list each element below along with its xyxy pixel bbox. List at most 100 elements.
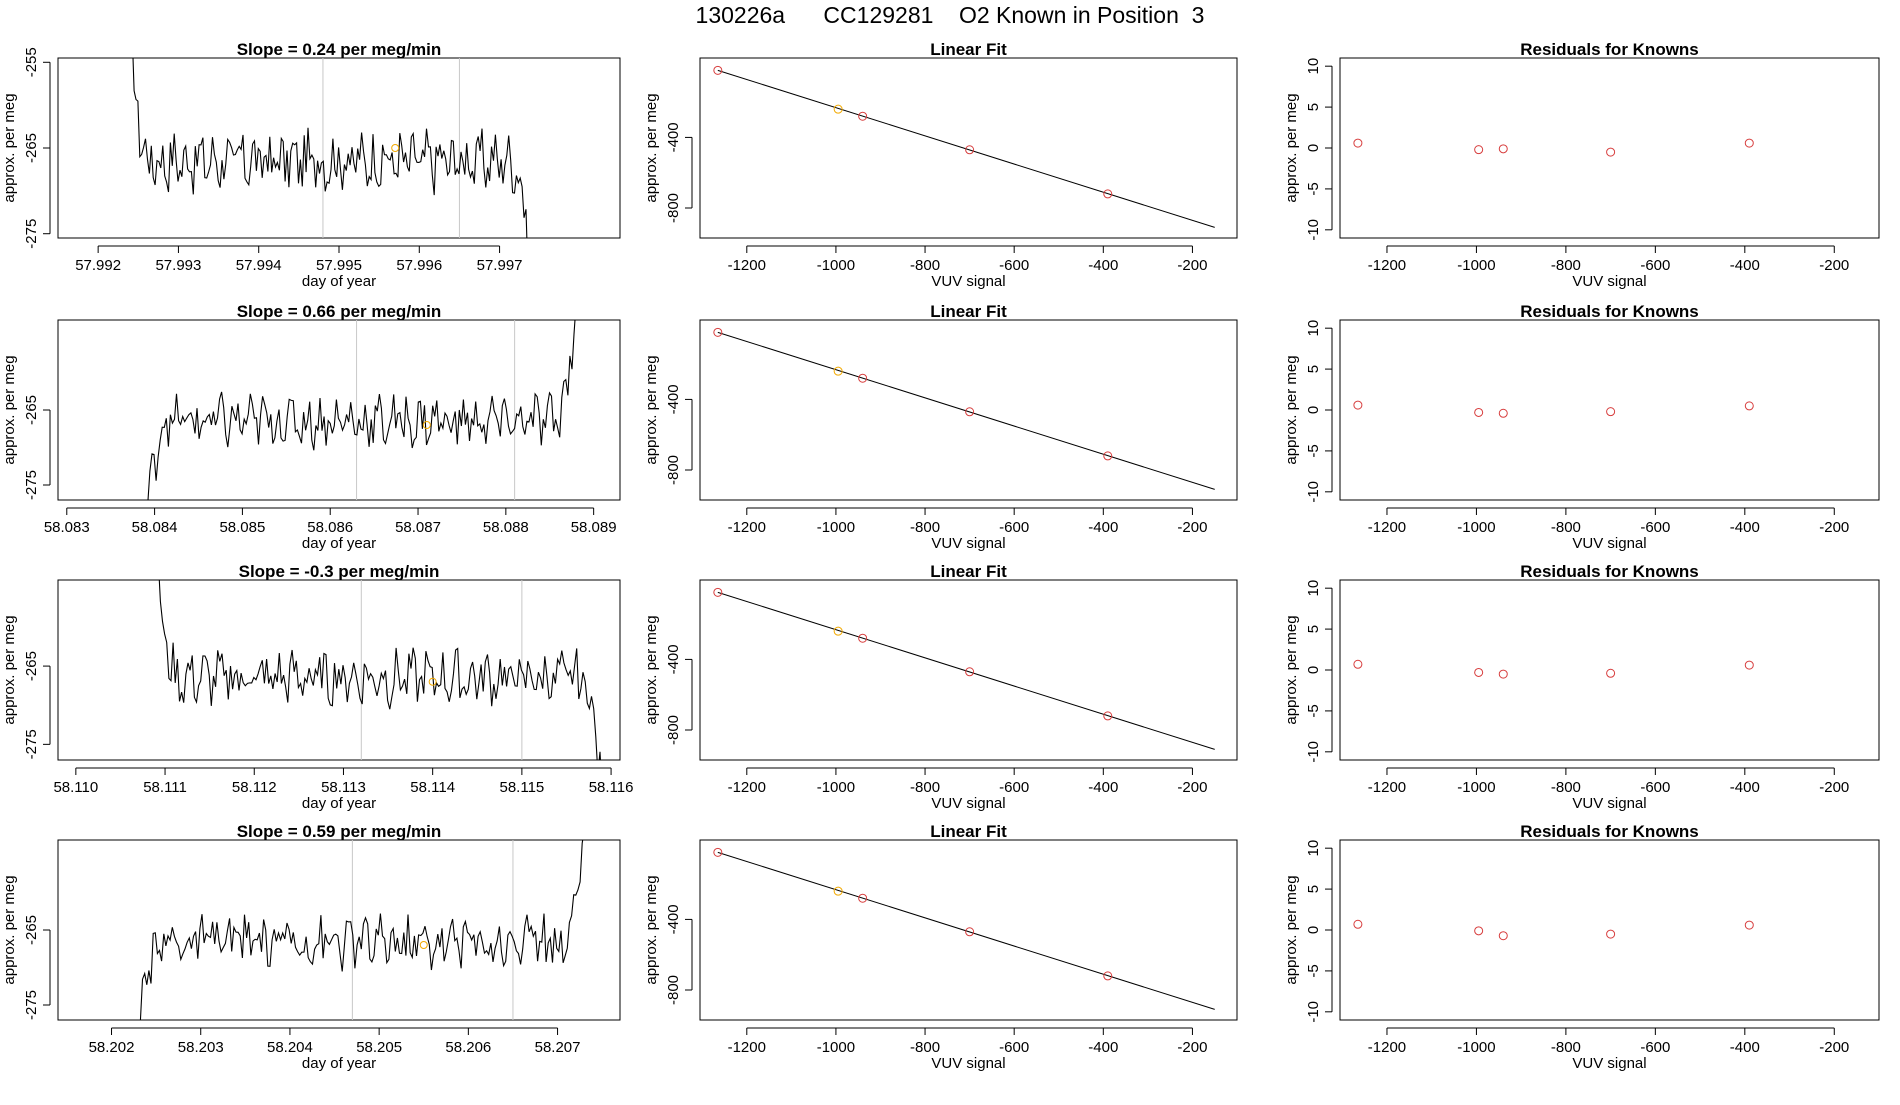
y-axis-label: approx. per meg (1283, 93, 1300, 202)
x-tick-label: 58.115 (499, 779, 544, 796)
x-tick-label: -600 (999, 257, 1029, 274)
x-tick-label: -400 (1730, 519, 1760, 536)
x-tick-label: -200 (1819, 257, 1849, 274)
x-tick-label: -200 (1177, 779, 1207, 796)
x-tick-label: -1200 (728, 1039, 766, 1056)
y-tick-label: -400 (665, 904, 682, 934)
x-tick-label: -200 (1177, 1039, 1207, 1056)
plot-area (1353, 919, 1754, 941)
x-axis: -1200 -1000 -800 -600 -400 -200 (728, 507, 1207, 536)
panel-title: Residuals for Knowns (1520, 40, 1699, 59)
data-point (833, 366, 843, 376)
x-tick-label: -600 (1640, 779, 1670, 796)
x-axis-label: day of year (302, 1055, 376, 1072)
data-point (1103, 189, 1113, 199)
y-tick-label: -255 (23, 47, 40, 77)
x-tick-label: -600 (999, 1039, 1029, 1056)
y-axis-label: approx. per meg (1283, 875, 1300, 984)
plot-frame (699, 57, 1238, 239)
figure-title: 130226a CC129281 O2 Known in Position 3 (695, 2, 1205, 28)
y-tick-label: 10 (1305, 58, 1322, 75)
y-axis: -265 -275 (23, 651, 51, 759)
x-tick-label: 57.994 (236, 257, 282, 274)
x-tick-label: -1200 (1368, 257, 1406, 274)
plot-area (713, 847, 1215, 1010)
data-point (1498, 144, 1508, 154)
panel-title: Residuals for Knowns (1520, 562, 1699, 581)
data-point (1744, 401, 1754, 411)
x-tick-label: -600 (999, 519, 1029, 536)
y-tick-label: -275 (23, 470, 40, 500)
time-series-line (132, 58, 528, 238)
plot-area (132, 58, 528, 238)
y-tick-label: 5 (1305, 625, 1322, 633)
y-axis-label: approx. per meg (1, 93, 18, 202)
data-point (1606, 407, 1616, 417)
y-tick-label: -5 (1305, 444, 1322, 457)
x-tick-label: 58.085 (219, 519, 265, 536)
data-point (858, 111, 868, 121)
data-point (858, 893, 868, 903)
y-tick-label: -265 (23, 395, 40, 425)
y-axis: -400 -800 (665, 384, 693, 485)
x-axis: -1200 -1000 -800 -600 -400 -200 (1368, 507, 1849, 536)
y-tick-label: -5 (1305, 182, 1322, 195)
x-tick-label: 58.207 (535, 1039, 581, 1056)
fit-line (717, 331, 1215, 490)
data-point (1103, 971, 1113, 981)
x-tick-label: 57.992 (75, 257, 121, 274)
panel-r1-c2: Linear Fit -1200 -1000 -800 -600 -400 -200 VUV … (643, 40, 1238, 290)
data-point (1103, 711, 1113, 721)
plot-area (1353, 400, 1754, 418)
y-tick-label: -400 (665, 644, 682, 674)
x-tick-label: -1200 (728, 779, 766, 796)
plot-frame (57, 579, 621, 761)
panel-r2-c2: Linear Fit -1200 -1000 -800 -600 -400 -200 VUV … (643, 302, 1238, 552)
x-tick-label: 58.113 (321, 779, 366, 796)
y-tick-label: -265 (23, 133, 40, 163)
data-point (1744, 660, 1754, 670)
x-tick-label: -400 (1730, 779, 1760, 796)
x-tick-label: 58.088 (483, 519, 529, 536)
x-tick-label: -1000 (1457, 779, 1495, 796)
x-tick-label: 58.204 (267, 1039, 313, 1056)
y-tick-label: -265 (23, 915, 40, 945)
x-tick-label: -400 (1088, 519, 1118, 536)
plot-area (147, 320, 576, 500)
x-axis-label: VUV signal (931, 795, 1005, 812)
plot-frame (57, 839, 621, 1021)
x-tick-label: -1200 (1368, 519, 1406, 536)
x-tick-label: -1200 (1368, 1039, 1406, 1056)
x-axis: 58.202 58.203 58.204 58.205 58.206 58.207 (89, 1027, 581, 1056)
x-tick-label: 58.083 (44, 519, 90, 536)
y-tick-label: -10 (1305, 741, 1322, 763)
panel-title: Linear Fit (930, 302, 1007, 321)
x-axis: 58.110 58.111 58.112 58.113 58.114 58.115 58.1… (53, 767, 633, 796)
y-tick-label: -5 (1305, 964, 1322, 977)
x-tick-label: -600 (1640, 257, 1670, 274)
panel-title: Residuals for Knowns (1520, 302, 1699, 321)
data-point (1498, 931, 1508, 941)
data-point (1353, 659, 1363, 669)
x-axis-label: VUV signal (1572, 273, 1646, 290)
y-tick-label: -10 (1305, 219, 1322, 241)
x-tick-label: -800 (910, 257, 940, 274)
y-tick-label: -400 (665, 384, 682, 414)
x-tick-label: -1000 (817, 1039, 855, 1056)
y-tick-label: -275 (23, 729, 40, 759)
data-point (1474, 145, 1484, 155)
data-point (965, 145, 975, 155)
y-tick-label: -10 (1305, 1001, 1322, 1023)
data-point (833, 104, 843, 114)
data-point (1474, 667, 1484, 677)
x-axis-label: VUV signal (1572, 1055, 1646, 1072)
data-point (833, 886, 843, 896)
x-tick-label: -800 (910, 1039, 940, 1056)
y-axis: -400 -800 (665, 644, 693, 745)
x-axis: 58.083 58.084 58.085 58.086 58.087 58.088 58.0… (44, 507, 617, 536)
x-tick-label: -1000 (817, 257, 855, 274)
x-tick-label: 58.087 (395, 519, 441, 536)
y-axis: 10 5 0 -5 -10 (1305, 58, 1333, 241)
